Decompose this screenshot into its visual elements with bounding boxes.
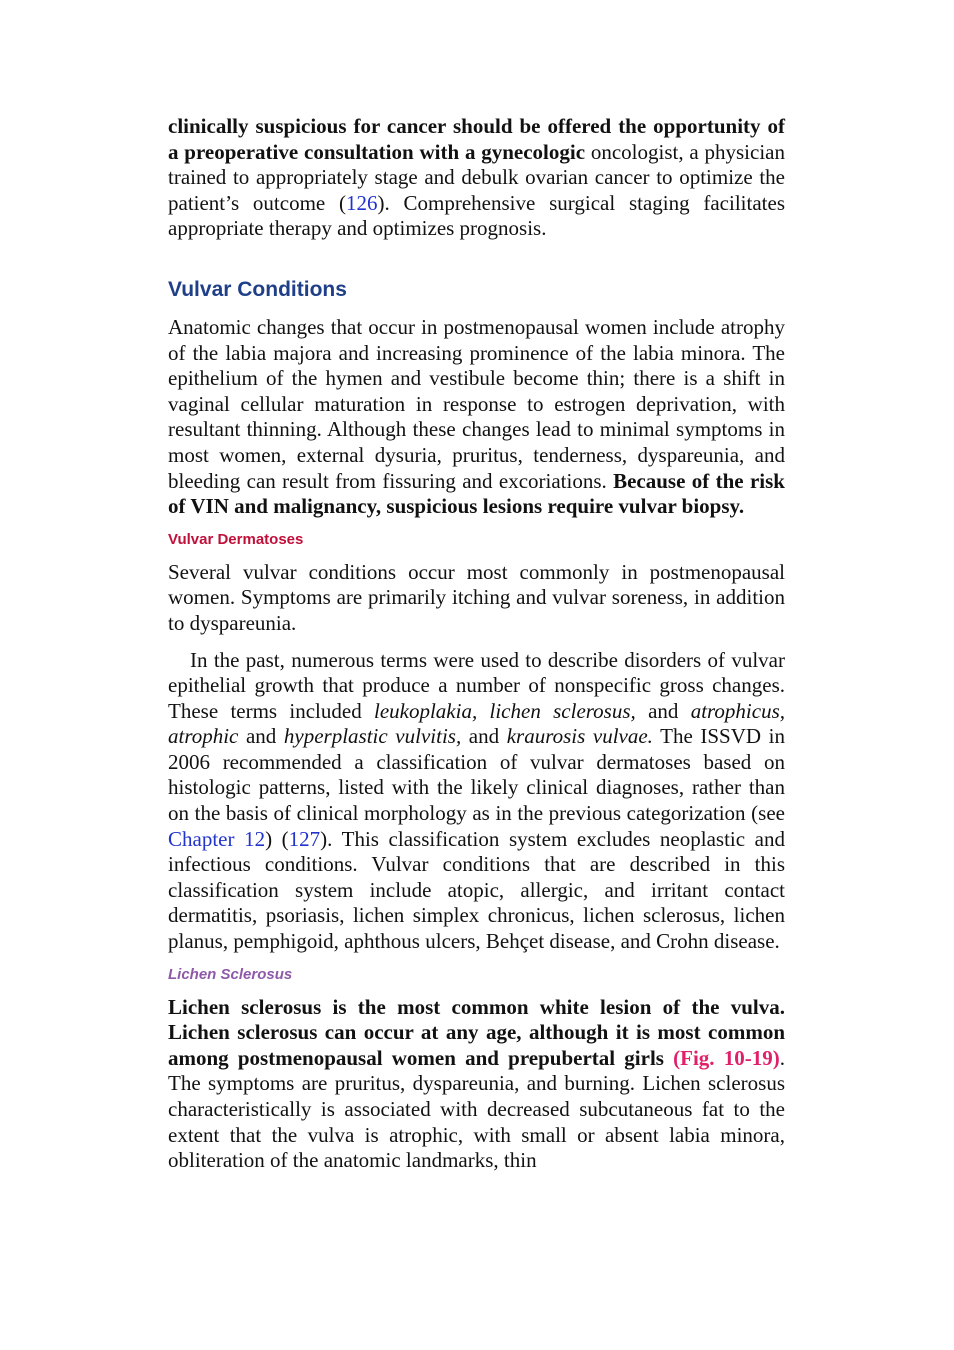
text: and xyxy=(461,724,507,749)
figure-link[interactable]: (Fig. 10-19) xyxy=(673,1045,780,1070)
text: In the past, numerous terms were used to… xyxy=(168,647,785,723)
text: atrophicus, atrophic xyxy=(168,698,785,749)
text: Because of the risk of VIN and malignanc… xyxy=(168,468,785,519)
document: clinically suspicious for cancer should … xyxy=(168,114,785,1174)
text: leukoplakia, lichen sclerosus, xyxy=(374,698,636,723)
text: oncologist, a physician trained to appro… xyxy=(168,139,785,215)
subheading: Lichen Sclerosus xyxy=(168,965,293,983)
text: ). This classification system excludes n… xyxy=(168,826,785,954)
section-heading: Vulvar Conditions xyxy=(168,277,347,301)
text: kraurosis vulvae. xyxy=(506,724,653,749)
text: . The symptoms are pruritus, dyspareunia… xyxy=(168,1045,785,1173)
text: Lichen sclerosus is the most common whit… xyxy=(168,994,785,1070)
text: ) ( xyxy=(265,826,289,851)
text: ). Comprehensive surgical staging facili… xyxy=(168,190,785,241)
paragraph: Anatomic changes that occur in postmenop… xyxy=(168,315,785,520)
paragraph: Lichen sclerosus is the most common whit… xyxy=(168,995,785,1174)
reference-link[interactable]: 127 xyxy=(288,826,321,851)
paragraph: clinically suspicious for cancer should … xyxy=(168,114,785,242)
paragraph: In the past, numerous terms were used to… xyxy=(168,648,785,955)
text: Anatomic changes that occur in postmenop… xyxy=(168,314,785,493)
text: The ISSVD in 2006 recommended a classifi… xyxy=(168,724,785,826)
text: and xyxy=(635,698,691,723)
subheading: Vulvar Dermatoses xyxy=(168,530,304,548)
text: hyperplastic vulvitis, xyxy=(283,724,462,749)
reference-link[interactable]: 126 xyxy=(346,190,378,215)
text: and xyxy=(238,724,284,749)
paragraph: Several vulvar conditions occur most com… xyxy=(168,559,785,635)
chapter-link[interactable]: Chapter 12 xyxy=(168,826,266,851)
text: clinically suspicious for cancer should … xyxy=(168,114,785,164)
